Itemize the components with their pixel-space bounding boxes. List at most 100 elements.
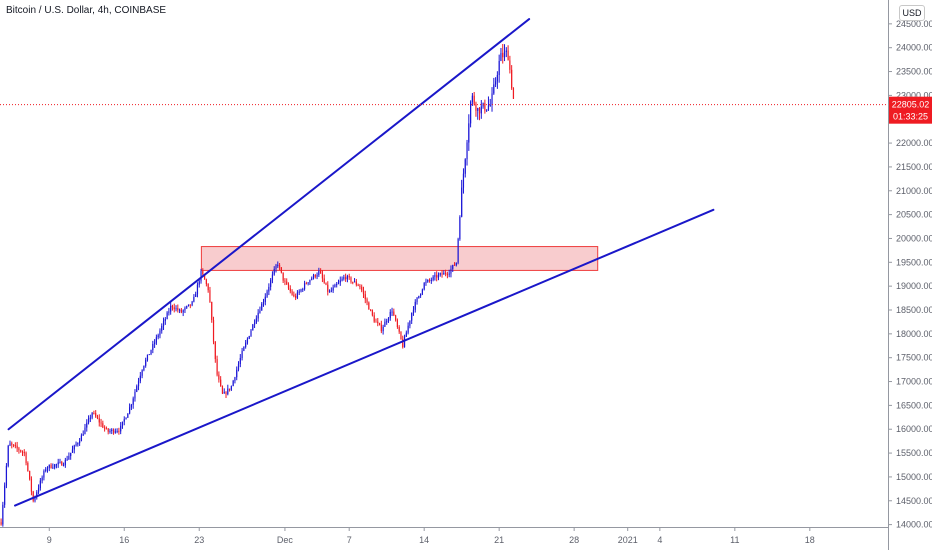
candle-body <box>343 277 345 279</box>
lower-trendline[interactable] <box>13 208 715 507</box>
candle-body <box>321 273 324 279</box>
candle <box>120 422 122 435</box>
candle-body <box>475 103 477 111</box>
candle <box>66 455 68 461</box>
candle <box>87 415 90 425</box>
candle <box>116 428 118 434</box>
price-tick-label: 17500.00 <box>896 353 932 363</box>
upper-trendline[interactable] <box>7 18 531 431</box>
candle <box>296 290 299 300</box>
candle-body <box>421 289 423 294</box>
candle <box>264 293 266 306</box>
candle <box>257 309 259 322</box>
candle-body <box>375 321 377 323</box>
price-tick-label: 14500.00 <box>896 496 932 506</box>
candle <box>300 288 302 293</box>
resistance-zone[interactable] <box>200 246 599 271</box>
candle-body <box>178 309 181 311</box>
candle-body <box>137 381 140 387</box>
candle <box>461 179 463 218</box>
candle <box>114 428 116 434</box>
candle <box>159 328 161 339</box>
candle <box>295 293 297 301</box>
candle <box>236 366 238 381</box>
candle <box>239 354 241 368</box>
last-price-label: 22805.02 <box>892 100 930 110</box>
candle-body <box>282 272 284 281</box>
candle-body <box>373 315 375 322</box>
candle-body <box>430 279 432 281</box>
candle <box>316 272 318 280</box>
candle-body <box>357 284 359 286</box>
candle <box>268 283 270 296</box>
candle-body <box>66 459 68 461</box>
currency-button[interactable]: USD <box>899 5 925 21</box>
candle-body <box>177 308 179 311</box>
candle-body <box>139 375 141 382</box>
candle <box>325 282 327 286</box>
candle <box>71 445 74 453</box>
candle-body <box>296 292 299 298</box>
candle <box>487 96 490 111</box>
candle <box>416 296 418 305</box>
candle-body <box>98 418 100 423</box>
candle <box>318 267 320 277</box>
candle-body <box>284 280 286 282</box>
candle-body <box>145 359 147 366</box>
price-tick-label: 16500.00 <box>896 400 932 410</box>
price-tick-label: 24500.00 <box>896 19 932 29</box>
candle <box>187 304 190 307</box>
candle-body <box>250 330 252 337</box>
candle-body <box>203 274 206 280</box>
candle-body <box>477 108 479 111</box>
candle <box>157 333 159 340</box>
candle-body <box>186 306 188 308</box>
candle-body <box>93 412 95 414</box>
price-tick-label: 22000.00 <box>896 138 932 148</box>
candle-body <box>450 268 452 274</box>
candle <box>216 355 218 377</box>
price-tick-label: 23500.00 <box>896 67 932 77</box>
candle <box>207 283 209 293</box>
candle-body <box>323 278 325 283</box>
candle <box>227 384 229 396</box>
candle <box>505 47 507 58</box>
candle-body <box>29 470 31 480</box>
candle-body <box>112 429 115 433</box>
candle <box>62 462 65 467</box>
candle <box>462 168 465 194</box>
candle <box>107 428 109 435</box>
candle-body <box>298 291 300 293</box>
candle-body <box>380 324 382 332</box>
candle <box>443 270 445 275</box>
candle-body <box>187 304 190 307</box>
candle-body <box>36 492 38 498</box>
candle <box>327 281 329 296</box>
candle <box>471 92 473 106</box>
candle-body <box>293 294 295 297</box>
candle-body <box>439 273 441 275</box>
candle-body <box>104 427 106 429</box>
candle-body <box>228 388 231 390</box>
time-tick-label: 9 <box>47 535 52 545</box>
candle-body <box>195 294 197 297</box>
candle-body <box>73 445 75 450</box>
candle <box>368 301 370 310</box>
candle-body <box>437 274 440 278</box>
candle-body <box>368 302 370 310</box>
price-tick-label: 21500.00 <box>896 162 932 172</box>
candle-body <box>316 274 318 277</box>
candle <box>109 428 111 434</box>
candle <box>214 341 216 363</box>
candle <box>73 444 75 454</box>
candle <box>437 272 440 281</box>
candle <box>259 306 261 314</box>
candle <box>441 270 443 278</box>
candle-body <box>325 282 327 285</box>
candle-body <box>125 417 127 420</box>
candle <box>266 289 268 298</box>
candle-body <box>337 282 340 285</box>
candle-body <box>129 407 131 414</box>
